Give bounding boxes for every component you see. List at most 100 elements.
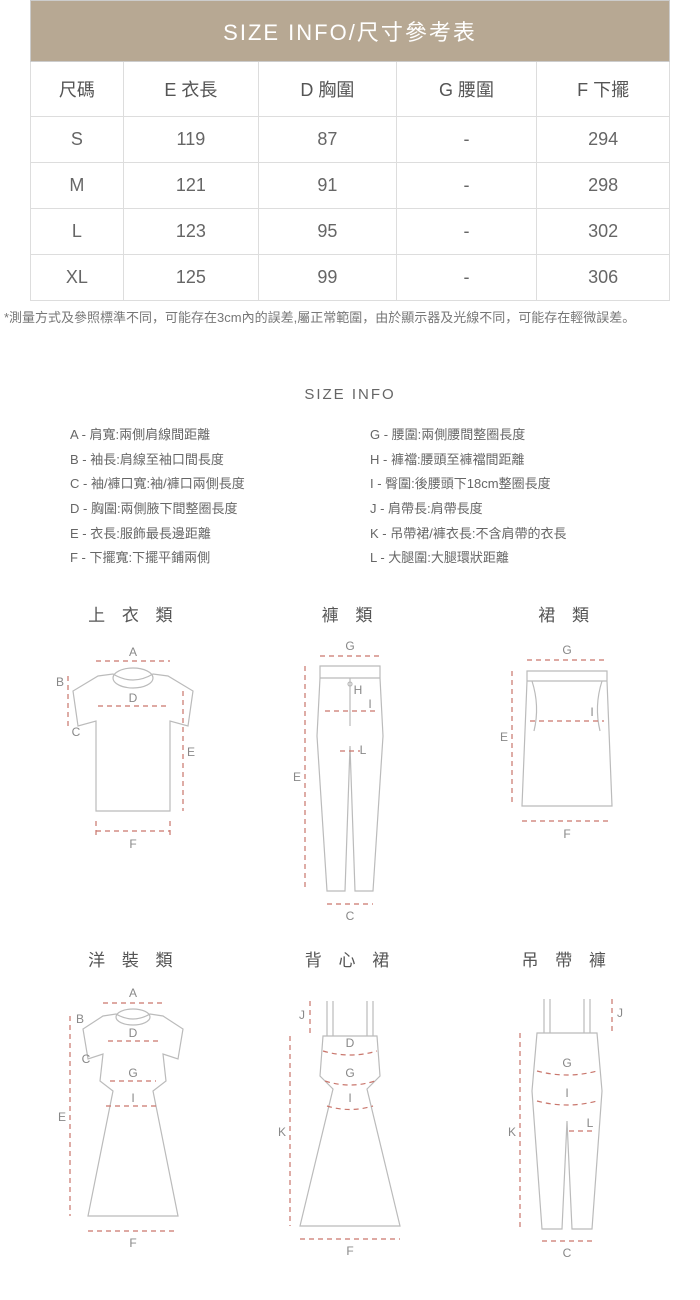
size-info-heading: SIZE INFO [0,386,700,403]
diagram-top: 上 衣 類 A B D C E F [30,601,237,926]
cell: XL [31,255,124,301]
svg-text:I: I [590,705,593,719]
svg-text:G: G [129,1066,138,1080]
def-item: K - 吊帶裙/褲衣長:不含肩帶的衣長 [370,522,630,547]
diagram-title: 洋 裝 類 [30,946,237,971]
table-header-row: 尺碼 E 衣長 D 胸圍 G 腰圍 F 下擺 [31,62,670,117]
svg-text:C: C [562,1246,571,1260]
svg-text:E: E [187,745,195,759]
cell: 306 [537,255,670,301]
col-header: D 胸圍 [259,62,397,117]
diagram-pants: 褲 類 G H I L E C [247,601,454,926]
def-item: J - 肩帶長:肩帶長度 [370,497,630,522]
def-item: G - 腰圍:兩側腰間整圈長度 [370,423,630,448]
garment-diagrams: 上 衣 類 A B D C E F 褲 類 G H I L E C [30,601,670,1261]
diagram-title: 吊 帶 褲 [463,946,670,971]
svg-text:E: E [500,730,508,744]
table-row: L 123 95 - 302 [31,209,670,255]
tshirt-icon: A B D C E F [38,636,228,866]
col-header: F 下擺 [537,62,670,117]
svg-text:K: K [278,1125,286,1139]
svg-text:D: D [129,691,138,705]
svg-text:D: D [129,1026,138,1040]
svg-text:L: L [586,1116,593,1130]
diagram-title: 背 心 裙 [247,946,454,971]
pants-icon: G H I L E C [255,636,445,926]
table-row: M 121 91 - 298 [31,163,670,209]
table-row: S 119 87 - 294 [31,117,670,163]
cell: L [31,209,124,255]
cell: 125 [123,255,258,301]
def-item: D - 胸圍:兩側腋下間整圈長度 [70,497,330,522]
svg-text:F: F [346,1244,353,1258]
cell: 121 [123,163,258,209]
def-item: I - 臀圍:後腰頭下18cm整圈長度 [370,472,630,497]
diagram-overalls: 吊 帶 褲 J G I L K C [463,946,670,1261]
cell: - [396,209,536,255]
svg-text:J: J [299,1008,305,1022]
diagram-title: 褲 類 [247,601,454,626]
diagram-pinafore: 背 心 裙 J D G I K F [247,946,454,1261]
cell: 294 [537,117,670,163]
dress-icon: A B D C G I E F [38,981,228,1261]
cell: 91 [259,163,397,209]
def-item: A - 肩寬:兩側肩線間距離 [70,423,330,448]
def-item: F - 下擺寬:下擺平鋪兩側 [70,546,330,571]
pinafore-icon: J D G I K F [255,981,445,1261]
svg-text:B: B [56,675,64,689]
svg-text:B: B [76,1012,84,1026]
overalls-icon: J G I L K C [472,981,662,1261]
svg-text:F: F [130,837,137,851]
table-row: XL 125 99 - 306 [31,255,670,301]
def-item: E - 衣長:服飾最長邊距離 [70,522,330,547]
svg-text:L: L [360,743,367,757]
skirt-icon: G I E F [472,636,662,866]
definitions-right: G - 腰圍:兩側腰間整圈長度 H - 褲襠:腰頭至褲襠間距離 I - 臀圍:後… [370,423,630,571]
measurement-note: *測量方式及參照標準不同，可能存在3cm內的誤差,屬正常範圍，由於顯示器及光線不… [0,301,700,326]
svg-text:C: C [82,1052,91,1066]
svg-text:I: I [565,1086,568,1100]
cell: 302 [537,209,670,255]
svg-text:F: F [130,1236,137,1250]
cell: 99 [259,255,397,301]
svg-text:J: J [617,1006,623,1020]
col-header: 尺碼 [31,62,124,117]
diagram-skirt: 裙 類 G I E F [463,601,670,926]
svg-text:G: G [562,643,571,657]
def-item: H - 褲襠:腰頭至褲襠間距離 [370,448,630,473]
cell: 123 [123,209,258,255]
svg-text:A: A [129,645,137,659]
svg-text:E: E [58,1110,66,1124]
cell: M [31,163,124,209]
table-title: SIZE INFO/尺寸參考表 [31,1,670,62]
cell: - [396,117,536,163]
svg-text:F: F [563,827,570,841]
svg-text:D: D [346,1036,355,1050]
diagram-title: 裙 類 [463,601,670,626]
svg-text:K: K [508,1125,516,1139]
def-item: C - 袖/褲口寬:袖/褲口兩側長度 [70,472,330,497]
cell: - [396,255,536,301]
def-item: B - 袖長:肩線至袖口間長度 [70,448,330,473]
col-header: E 衣長 [123,62,258,117]
definitions-left: A - 肩寬:兩側肩線間距離 B - 袖長:肩線至袖口間長度 C - 袖/褲口寬… [70,423,330,571]
svg-text:H: H [354,683,363,697]
svg-text:A: A [129,986,137,1000]
col-header: G 腰圍 [396,62,536,117]
cell: 119 [123,117,258,163]
size-info-table: SIZE INFO/尺寸參考表 尺碼 E 衣長 D 胸圍 G 腰圍 F 下擺 S… [30,0,670,301]
cell: 87 [259,117,397,163]
measurement-definitions: A - 肩寬:兩側肩線間距離 B - 袖長:肩線至袖口間長度 C - 袖/褲口寬… [70,423,630,571]
def-item: L - 大腿圍:大腿環狀距離 [370,546,630,571]
svg-text:E: E [293,770,301,784]
svg-text:G: G [562,1056,571,1070]
svg-text:G: G [345,1066,354,1080]
diagram-title: 上 衣 類 [30,601,237,626]
cell: - [396,163,536,209]
svg-text:C: C [72,725,81,739]
svg-text:I: I [368,697,371,711]
svg-text:C: C [346,909,355,923]
cell: 95 [259,209,397,255]
svg-text:I: I [132,1091,135,1105]
cell: 298 [537,163,670,209]
